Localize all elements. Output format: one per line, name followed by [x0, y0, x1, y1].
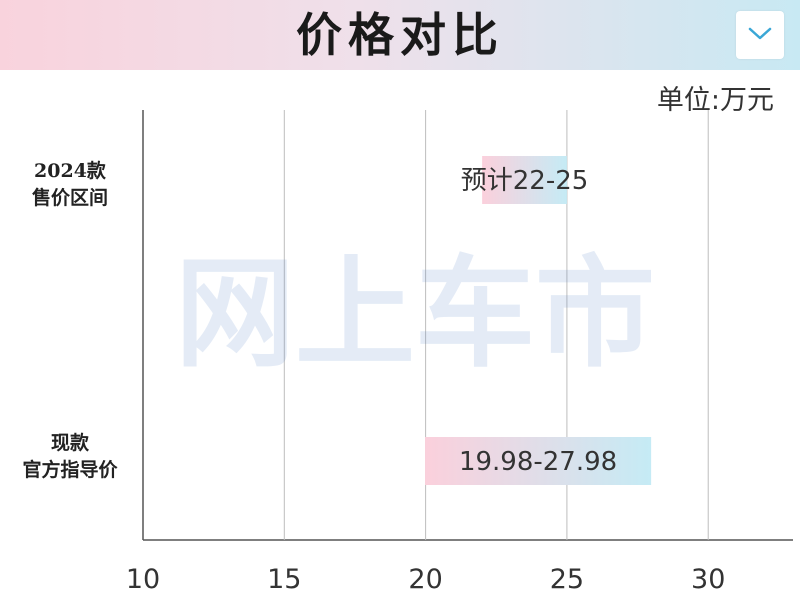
dropdown-button[interactable] — [736, 11, 784, 59]
category-line: 售价区间 — [31, 187, 108, 209]
category-line: 现款 — [50, 432, 89, 454]
category-label-current: 现款 官方指导价 — [0, 430, 140, 484]
watermark-text: 网上车市 — [175, 245, 655, 384]
x-tick-label: 30 — [691, 564, 725, 595]
chevron-down-icon — [748, 27, 772, 40]
range-label: 预计22-25 — [461, 166, 589, 196]
range-bar — [425, 437, 652, 485]
category-line: 2024款 — [34, 160, 106, 182]
x-tick-label: 20 — [408, 564, 442, 595]
unit-label: 单位:万元 — [656, 85, 774, 116]
x-tick-label: 10 — [126, 564, 160, 595]
range-bar — [482, 156, 567, 204]
x-tick-label: 25 — [550, 564, 584, 595]
header-bar — [0, 0, 800, 70]
x-tick-label: 15 — [267, 564, 301, 595]
range-label: 19.98-27.98 — [459, 447, 617, 477]
category-label-2024: 2024款 售价区间 — [0, 158, 140, 212]
category-line: 官方指导价 — [22, 459, 118, 481]
page-title: 价格对比 — [296, 8, 504, 62]
